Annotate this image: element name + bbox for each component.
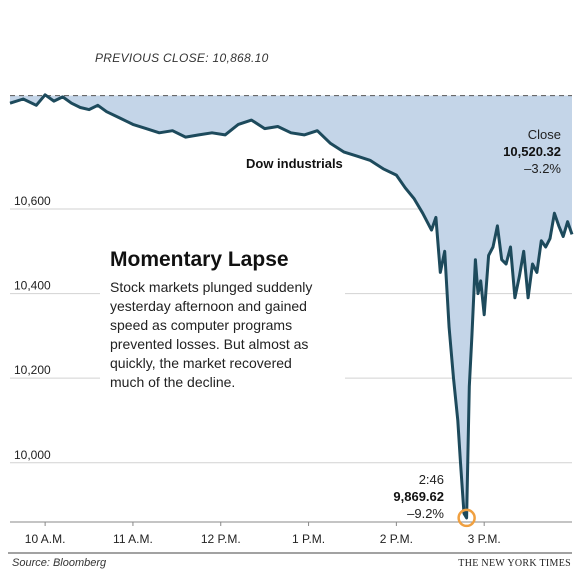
y-tick-label: 10,000	[14, 448, 51, 462]
low-point-marker	[457, 508, 476, 528]
y-tick-label: 10,600	[14, 194, 51, 208]
close-value: 10,520.32	[503, 144, 561, 159]
x-tick-label: 10 A.M.	[25, 532, 66, 546]
x-tick-label: 2 P.M.	[380, 532, 413, 546]
info-box-background	[100, 240, 345, 400]
x-axis-ticks: 10 A.M. 11 A.M. 12 P.M. 1 P.M. 2 P.M. 3 P.M.	[25, 522, 501, 546]
info-box-line: prevented losses. But almost as	[110, 336, 308, 352]
close-annotation: Close 10,520.32 –3.2%	[503, 127, 561, 176]
info-box-title: Momentary Lapse	[110, 248, 289, 271]
y-axis-ticks: 10,000 10,200 10,400 10,600	[14, 194, 51, 462]
y-tick-label: 10,400	[14, 279, 51, 293]
info-box-line: speed as computer programs	[110, 317, 292, 333]
x-tick-label: 1 P.M.	[292, 532, 325, 546]
close-change: –3.2%	[524, 161, 561, 176]
info-box-line: yesterday afternoon and gained	[110, 298, 307, 314]
shaded-decline-area	[10, 94, 572, 518]
info-box-line: much of the decline.	[110, 374, 235, 390]
info-box-line: Stock markets plunged suddenly	[110, 279, 312, 295]
low-change: –9.2%	[407, 506, 444, 521]
publisher-credit: THE NEW YORK TIMES	[458, 558, 571, 569]
x-tick-label: 11 A.M.	[113, 532, 153, 546]
y-tick-label: 10,200	[14, 363, 51, 377]
close-label: Close	[528, 127, 561, 142]
previous-close-label: PREVIOUS CLOSE: 10,868.10	[95, 51, 269, 65]
low-annotation: 2:46 9,869.62 –9.2%	[393, 472, 476, 528]
series-label: Dow industrials	[246, 156, 343, 171]
source-note: Source: Bloomberg	[12, 557, 107, 569]
x-tick-label: 12 P.M.	[201, 532, 241, 546]
low-time: 2:46	[419, 472, 444, 487]
x-tick-label: 3 P.M.	[468, 532, 501, 546]
dow-industrials-line	[9, 93, 574, 520]
info-box: Momentary Lapse Stock markets plunged su…	[100, 240, 345, 400]
info-box-line: quickly, the market recovered	[110, 355, 292, 371]
low-value: 9,869.62	[393, 489, 444, 504]
